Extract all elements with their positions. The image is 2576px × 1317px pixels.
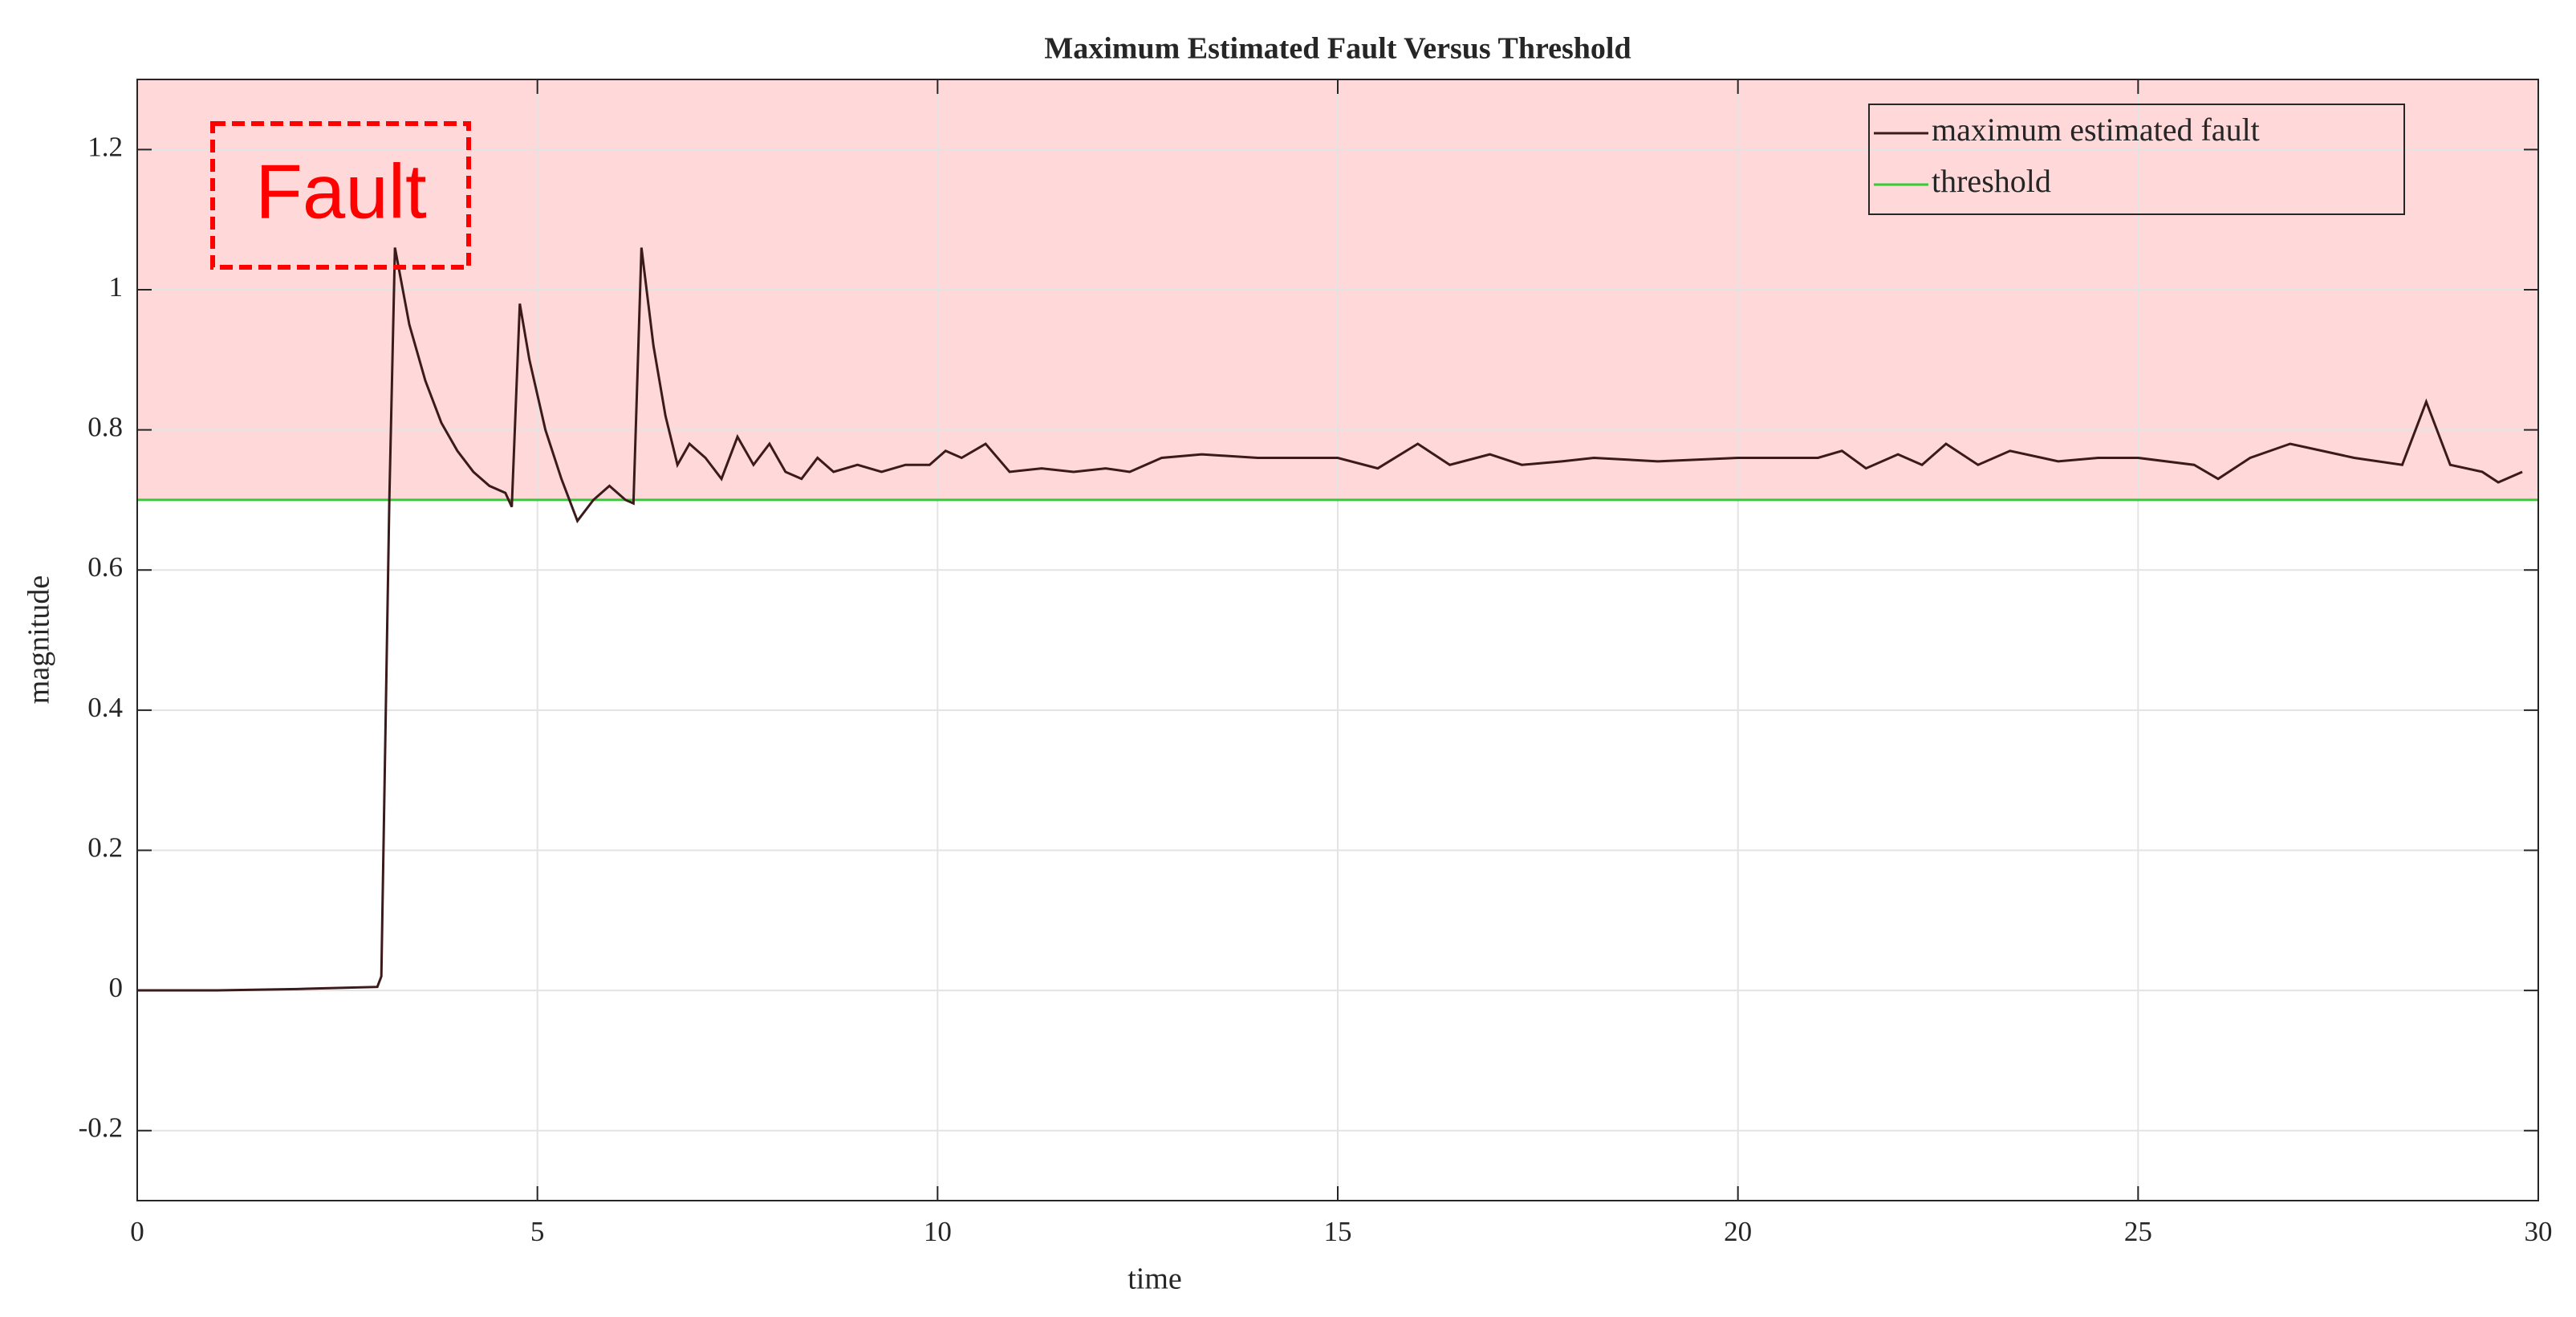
chart-title: Maximum Estimated Fault Versus Threshold (1044, 32, 1631, 66)
x-tick-label: 5 (530, 1216, 545, 1247)
legend-label: maximum estimated fault (1932, 112, 2260, 148)
y-axis-label: magnitude (22, 575, 56, 704)
y-tick-label: 1.2 (87, 131, 123, 162)
x-tick-label: 20 (1724, 1216, 1752, 1247)
axes-frame (136, 79, 2539, 1201)
annotation-text: Fault (255, 148, 426, 234)
x-tick-label: 15 (1324, 1216, 1352, 1247)
annotation-box (210, 121, 471, 270)
x-tick-label: 0 (130, 1216, 144, 1247)
x-tick-label: 25 (2124, 1216, 2152, 1247)
series-line (137, 247, 2523, 992)
x-axis-label: time (1128, 1262, 1182, 1296)
legend-label: threshold (1932, 163, 2051, 199)
y-tick-label: -0.2 (79, 1112, 123, 1144)
legend-box (1868, 104, 2405, 215)
y-tick-label: 0.8 (87, 412, 123, 443)
y-tick-label: 0.4 (87, 692, 123, 723)
y-tick-label: 0.2 (87, 831, 123, 863)
y-tick-label: 1 (109, 271, 124, 303)
x-tick-label: 30 (2525, 1216, 2553, 1247)
x-tick-label: 10 (924, 1216, 952, 1247)
y-tick-label: 0.6 (87, 551, 123, 583)
y-tick-label: 0 (109, 972, 124, 1003)
